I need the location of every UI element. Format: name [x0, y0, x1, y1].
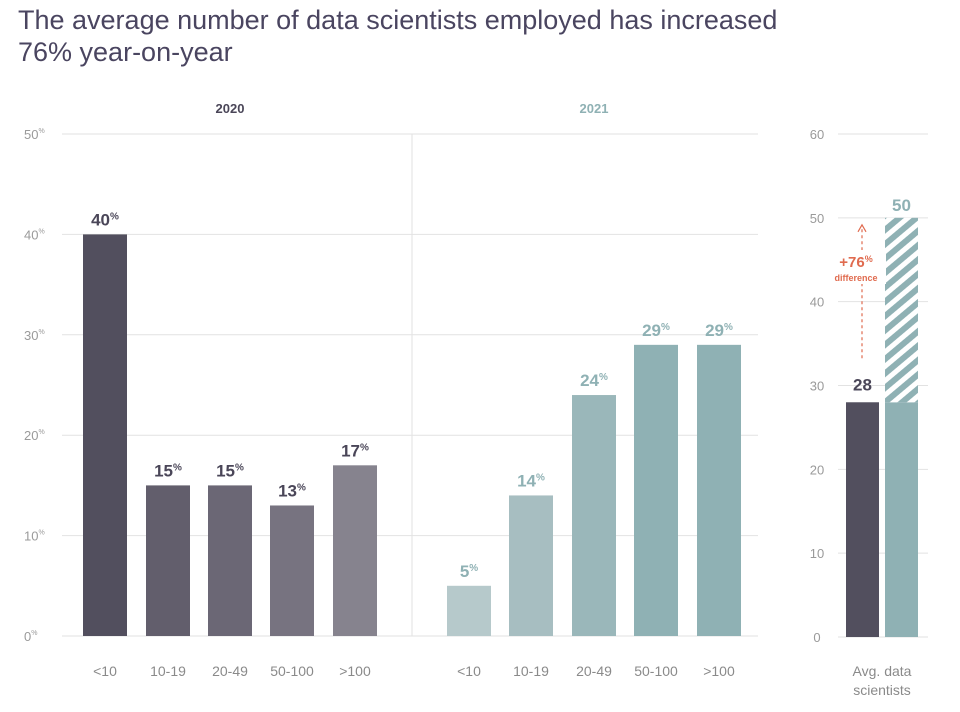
category-label-avg-line-2: scientists — [853, 682, 911, 698]
bar-avg-2021-increase — [885, 217, 918, 403]
annotation-arrow-head — [857, 223, 867, 233]
annotation-label-background — [828, 250, 886, 284]
grid-layer — [62, 133, 928, 638]
category-label-2020-1: 10-19 — [150, 663, 186, 679]
category-label-2021-4: >100 — [703, 663, 735, 679]
chart-title-line-2: 76% year-on-year — [18, 37, 233, 67]
panel-title-2020: 2020 — [216, 101, 245, 116]
annotation-label-percent: +76% — [839, 254, 872, 271]
value-label-2020-0: 40% — [91, 210, 119, 229]
value-label-2020-3: 13% — [278, 481, 306, 500]
bar-2021-3 — [634, 344, 678, 636]
labels-layer: 2020 40% <10 15% 10-19 15% 20-49 13% 50-100 17% >1… — [91, 101, 912, 698]
value-label-2021-4: 29% — [705, 321, 733, 340]
right-y-tick-label-60: 60 — [810, 127, 824, 142]
category-label-2021-3: 50-100 — [634, 663, 678, 679]
category-label-2020-0: <10 — [93, 663, 117, 679]
bar-2020-0 — [83, 234, 127, 636]
bar-2021-2 — [572, 395, 616, 636]
bars-layer — [83, 217, 918, 637]
value-label-2021-3: 29% — [642, 321, 670, 340]
category-label-2021-0: <10 — [457, 663, 481, 679]
category-label-2021-1: 10-19 — [513, 663, 549, 679]
panel-title-2021: 2021 — [580, 101, 609, 116]
y-tick-label-30: 30% — [24, 328, 45, 343]
bar-2020-1 — [146, 485, 190, 636]
category-label-2021-2: 20-49 — [576, 663, 612, 679]
bar-2021-1 — [509, 495, 553, 636]
bar-avg-2020 — [846, 402, 879, 637]
y-tick-label-40: 40% — [24, 227, 45, 242]
bar-2021-0 — [447, 585, 491, 636]
axis-layer: 0% 10% 20% 30% 40% 50% 0 10 20 30 40 50 60 — [24, 127, 824, 645]
value-label-2020-4: 17% — [341, 441, 369, 460]
right-y-tick-label-10: 10 — [810, 546, 824, 561]
right-y-tick-label-20: 20 — [810, 462, 824, 477]
category-label-2020-4: >100 — [339, 663, 371, 679]
value-label-avg-2020: 28 — [853, 375, 872, 394]
right-y-tick-label-30: 30 — [810, 379, 824, 394]
y-tick-label-10: 10% — [24, 529, 45, 544]
y-tick-label-50: 50% — [24, 127, 45, 142]
annotation-layer: +76% difference — [828, 223, 886, 359]
bar-2020-3 — [270, 505, 314, 636]
value-label-2020-1: 15% — [154, 461, 182, 480]
bar-avg-2021-base — [885, 402, 918, 637]
bar-2020-2 — [208, 485, 252, 636]
value-label-2021-1: 14% — [517, 471, 545, 490]
category-label-2020-2: 20-49 — [212, 663, 248, 679]
value-label-2020-2: 15% — [216, 461, 244, 480]
chart-title: The average number of data scientists em… — [18, 4, 918, 68]
value-label-2021-0: 5% — [460, 562, 478, 581]
category-label-avg-line-1: Avg. data — [853, 663, 912, 679]
right-y-tick-label-50: 50 — [810, 211, 824, 226]
right-y-tick-label-40: 40 — [810, 295, 824, 310]
bar-2020-4 — [333, 465, 377, 636]
value-label-2021-2: 24% — [580, 371, 608, 390]
right-y-tick-label-0: 0 — [813, 630, 820, 645]
y-tick-label-20: 20% — [24, 428, 45, 443]
value-label-avg-2021: 50 — [892, 196, 911, 215]
annotation-label-difference: difference — [834, 273, 877, 283]
bar-2021-4 — [697, 344, 741, 636]
category-label-2020-3: 50-100 — [270, 663, 314, 679]
y-tick-label-0: 0% — [24, 629, 37, 644]
chart-title-line-1: The average number of data scientists em… — [18, 5, 778, 35]
